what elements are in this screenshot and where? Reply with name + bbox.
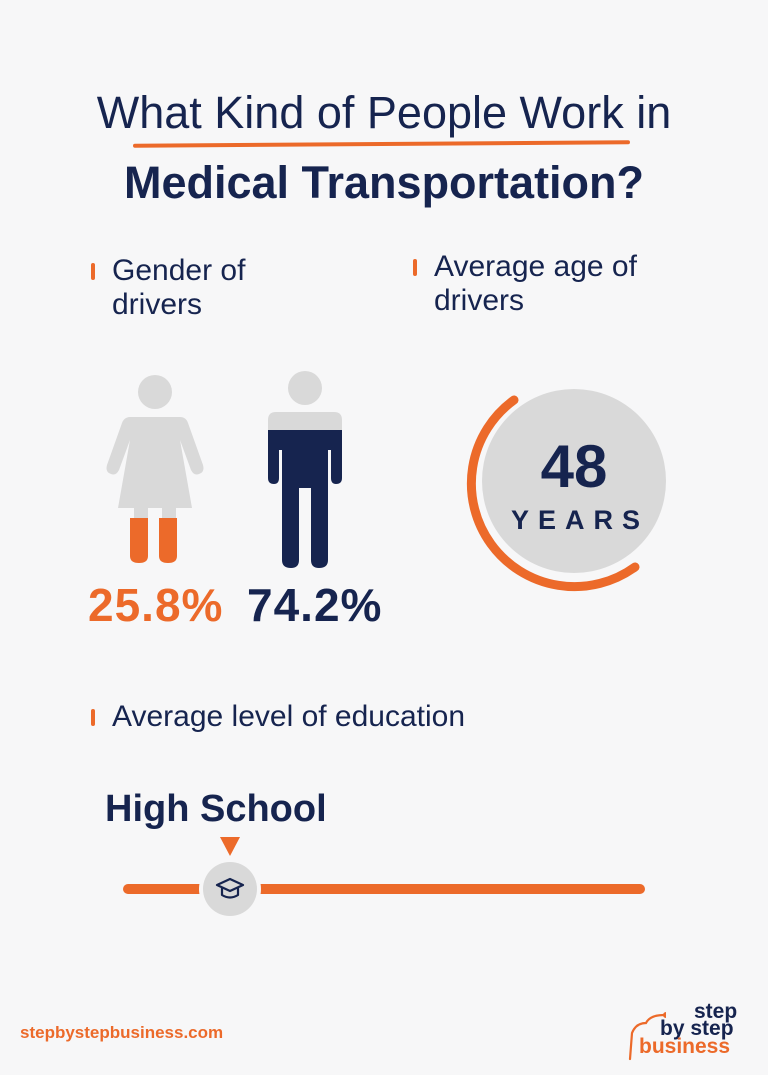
education-scale-bar bbox=[123, 884, 645, 894]
male-figure-icon bbox=[268, 371, 342, 568]
age-value: 48 bbox=[540, 433, 608, 500]
age-label: Average age of drivers bbox=[434, 250, 637, 318]
footer-url[interactable]: stepbystepbusiness.com bbox=[20, 1023, 224, 1042]
logo-line2: by step bbox=[660, 1017, 734, 1040]
female-figure-icon bbox=[106, 375, 204, 563]
age-unit: YEARS bbox=[510, 505, 650, 535]
graduation-cap-icon bbox=[215, 877, 245, 899]
gender-label: Gender of drivers bbox=[112, 254, 245, 322]
education-marker bbox=[203, 862, 257, 916]
gender-label-line1: Gender of bbox=[112, 254, 246, 287]
age-label-line1: Average age of bbox=[434, 250, 637, 283]
marker-triangle-icon bbox=[220, 837, 240, 856]
section-tick bbox=[91, 263, 95, 280]
age-label-line2: drivers bbox=[434, 284, 525, 317]
age-gauge bbox=[466, 389, 666, 592]
logo-line1: step bbox=[694, 1000, 738, 1023]
gender-label-line2: drivers bbox=[112, 288, 203, 321]
brand-logo: step by step business bbox=[624, 1000, 744, 1065]
title-underline bbox=[132, 140, 631, 148]
section-tick bbox=[413, 259, 417, 276]
page-title-line1: What Kind of People Work in bbox=[96, 87, 672, 138]
section-tick bbox=[91, 709, 95, 726]
education-value: High School bbox=[105, 788, 327, 830]
logo-line3: business bbox=[639, 1035, 731, 1058]
education-label: Average level of education bbox=[112, 700, 466, 733]
page-title-line2: Medical Transportation? bbox=[123, 157, 645, 208]
male-percentage: 74.2% bbox=[247, 579, 383, 631]
female-percentage: 25.8% bbox=[88, 579, 224, 631]
logo-arc-icon bbox=[628, 1012, 666, 1061]
